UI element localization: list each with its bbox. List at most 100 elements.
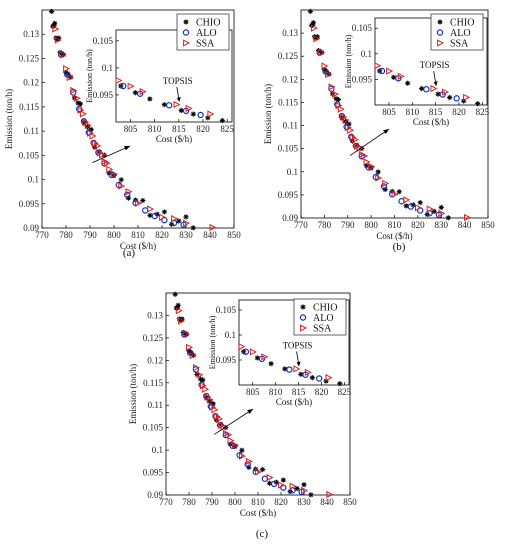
y-tick-label: 0.09 (282, 213, 298, 223)
inset-x-tick-label: 820 (196, 124, 210, 134)
legend-marker-chio-d2 (183, 19, 189, 25)
legend-marker-alo (182, 29, 190, 36)
inset-chio-point (337, 381, 343, 387)
y-tick-label: 0.095 (278, 190, 299, 200)
chio-point (239, 447, 245, 453)
y-tick-label: 0.115 (143, 378, 163, 388)
alo-point (141, 207, 149, 214)
inset-chio-point (268, 361, 274, 367)
ssa-point (111, 170, 119, 178)
zoom-arrow-line (349, 128, 390, 156)
zoom-arrow-line (214, 408, 254, 435)
x-tick-label: 810 (251, 497, 265, 507)
legend-marker-alo (299, 314, 307, 321)
ssa-point (159, 213, 167, 221)
inset-alo-point (286, 366, 293, 373)
chart-panel-2: 770 780 790 800 810 820 830 840 8500.090.0950.10… (263, 8, 495, 253)
chio-point-d2 (179, 316, 185, 322)
ssa-point (147, 205, 155, 213)
chio-point-d2 (281, 477, 286, 483)
chio-point-d2 (404, 203, 409, 209)
ssa-point (278, 481, 286, 489)
ssa-point (186, 343, 194, 351)
chio-point (140, 197, 146, 204)
inset-chio-point-d2 (391, 75, 396, 80)
chio-point-d2 (346, 121, 352, 127)
main-scatter (307, 8, 472, 222)
chio-point-d2 (183, 214, 189, 220)
inset-alo-point (120, 82, 127, 90)
chio-point-d2 (162, 209, 167, 215)
chio-point-d2 (260, 467, 265, 472)
chart-panel-1: 770 780 790 800 810 820 830 840 8500.090.0950.10… (4, 8, 241, 259)
inset-alo-point (197, 111, 204, 119)
chio-point-d2 (49, 9, 54, 14)
chio-point-d2 (176, 218, 181, 224)
inset-ssa-point (430, 84, 438, 93)
inset-ssa-point (115, 76, 123, 85)
inset-x-tick-label: 805 (246, 387, 260, 397)
inset-ssa-point (325, 373, 333, 382)
inset-chio-point-d2 (162, 102, 167, 107)
x-tick-label: 780 (59, 230, 73, 240)
x-tick-label: 810 (131, 230, 145, 240)
ssa-point (189, 351, 197, 360)
inset-x-tick-label: 825 (338, 387, 352, 397)
ssa-point (321, 62, 329, 70)
ssa-point (103, 159, 111, 167)
inset-chio-point (132, 90, 138, 96)
topsis-arrow-head (176, 96, 181, 102)
chio-point (445, 215, 451, 221)
inset-ssa-point (261, 353, 269, 361)
inset-chio-point (405, 80, 411, 86)
legend-label-ssa: SSA (313, 324, 332, 335)
inset-alo-point (423, 86, 430, 93)
chio-point (176, 218, 182, 224)
ssa-point (414, 204, 422, 212)
ssa-point (337, 105, 345, 113)
chio-point (125, 195, 131, 201)
ssa-point (196, 371, 204, 379)
y-tick-label: 0.125 (19, 53, 40, 63)
legend-label-chio: CHIO (196, 18, 220, 29)
chio-point-d2 (333, 96, 339, 101)
chio-point (335, 97, 341, 103)
chio-point-d2 (119, 177, 124, 182)
chio-point-d2 (301, 482, 307, 487)
ssa-point (211, 406, 219, 414)
chio-point (301, 482, 307, 488)
chio-point (438, 204, 444, 210)
legend-marker-alo (436, 29, 444, 36)
inset-ssa-point (207, 110, 215, 118)
chio-point-d2 (176, 303, 181, 308)
chio-point-d2 (446, 215, 451, 220)
x-tick-label: 800 (107, 230, 121, 240)
ssa-point (79, 110, 87, 118)
y-tick-label: 0.125 (143, 333, 164, 343)
x-tick-label: 770 (294, 220, 308, 230)
inset-alo-point (378, 67, 386, 75)
topsis-arrow-head (433, 81, 438, 87)
x-tick-label: 770 (159, 497, 173, 507)
ssa-point (182, 330, 190, 338)
inset-x-axis-label: Cost ($/h) (413, 117, 449, 127)
inset-scatter (238, 342, 343, 387)
chio-point (175, 302, 181, 308)
alo-point (407, 203, 415, 210)
chio-point-d2 (78, 101, 83, 107)
inset-y-axis-label: Emission (ton/h) (85, 49, 94, 103)
ssa-point (324, 70, 332, 78)
y-tick-label: 0.13 (282, 28, 298, 38)
y-tick-label: 0.12 (23, 78, 39, 88)
alo-point (123, 191, 131, 199)
inset-chio-point-d2 (255, 355, 260, 361)
x-tick-label: 810 (388, 220, 402, 230)
ssa-point (202, 385, 210, 393)
inset-y-tick-label: 0.095 (216, 355, 237, 365)
x-tick-label: 790 (341, 220, 355, 230)
chio-point (417, 200, 423, 206)
chio-point-d2 (375, 169, 381, 175)
inset-chio-point (219, 117, 225, 124)
